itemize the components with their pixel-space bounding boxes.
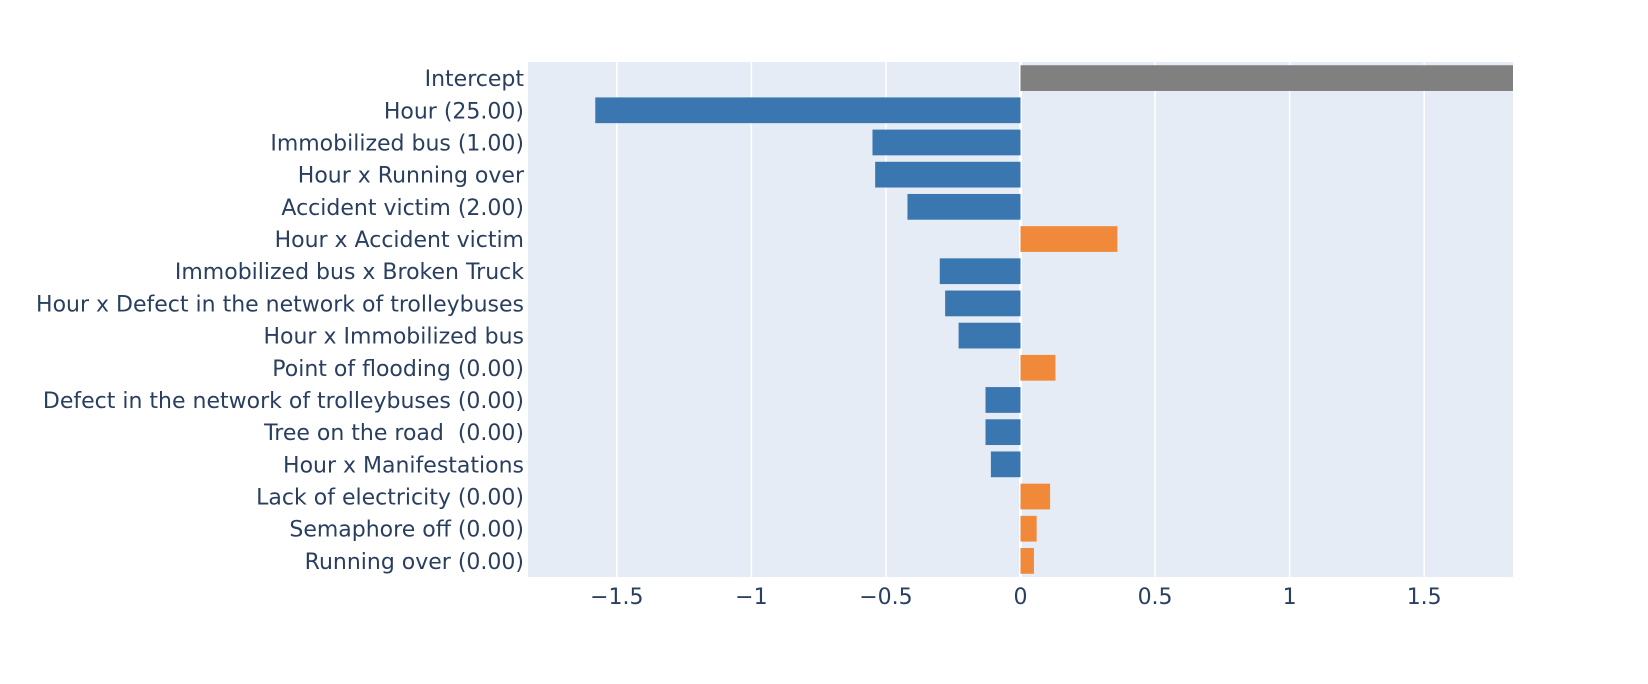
- bar-negative: [595, 97, 1021, 124]
- y-category-label: Hour x Immobilized bus: [263, 325, 524, 350]
- bar-positive: [1020, 226, 1118, 252]
- x-tick-label: 1.5: [1407, 585, 1442, 610]
- bar-positive: [1020, 483, 1051, 510]
- y-category-label: Hour x Accident victim: [275, 228, 524, 253]
- y-category-label: Tree on the road (0.00): [263, 421, 524, 446]
- y-category-label: Accident victim (2.00): [281, 196, 524, 221]
- bar-negative: [958, 322, 1021, 349]
- bar-negative: [945, 290, 1021, 317]
- y-category-label: Semaphore off (0.00): [289, 518, 524, 543]
- bar-series: [595, 65, 1513, 574]
- bar-negative: [985, 387, 1021, 413]
- bar-intercept: [1020, 65, 1513, 91]
- x-tick-label: 0: [1014, 585, 1028, 610]
- bar-negative: [872, 129, 1021, 156]
- y-category-label: Hour x Manifestations: [283, 453, 524, 478]
- y-category-label: Hour x Running over: [298, 164, 525, 189]
- y-category-label: Hour (25.00): [384, 99, 524, 124]
- x-tick-label: −1: [735, 585, 767, 610]
- bar-positive: [1020, 548, 1034, 574]
- bar-negative: [990, 451, 1021, 478]
- x-tick-label: 1: [1283, 585, 1297, 610]
- y-category-label: Lack of electricity (0.00): [256, 486, 524, 511]
- y-category-label: Defect in the network of trolleybuses (0…: [43, 389, 524, 414]
- bar-negative: [939, 258, 1021, 285]
- y-category-label: Immobilized bus x Broken Truck: [175, 260, 524, 285]
- y-category-label: Hour x Defect in the network of trolleyb…: [36, 292, 524, 317]
- x-axis-tick-labels: −1.5 −1 −0.5 0 0.5 1 1.5: [590, 585, 1442, 610]
- x-tick-label: −0.5: [859, 585, 912, 610]
- y-axis-labels: Intercept Hour (25.00) Immobilized bus (1.…: [36, 67, 525, 575]
- y-category-label: Immobilized bus (1.00): [270, 131, 524, 156]
- y-category-label: Intercept: [425, 67, 525, 92]
- y-category-label: Running over (0.00): [305, 550, 524, 575]
- bar-positive: [1020, 515, 1037, 542]
- bar-negative: [985, 419, 1021, 446]
- bar-negative: [875, 161, 1021, 188]
- y-category-label: Point of flooding (0.00): [272, 357, 524, 382]
- bar-negative: [907, 193, 1021, 220]
- bar-positive: [1020, 354, 1056, 381]
- x-tick-label: −1.5: [590, 585, 643, 610]
- x-tick-label: 0.5: [1138, 585, 1173, 610]
